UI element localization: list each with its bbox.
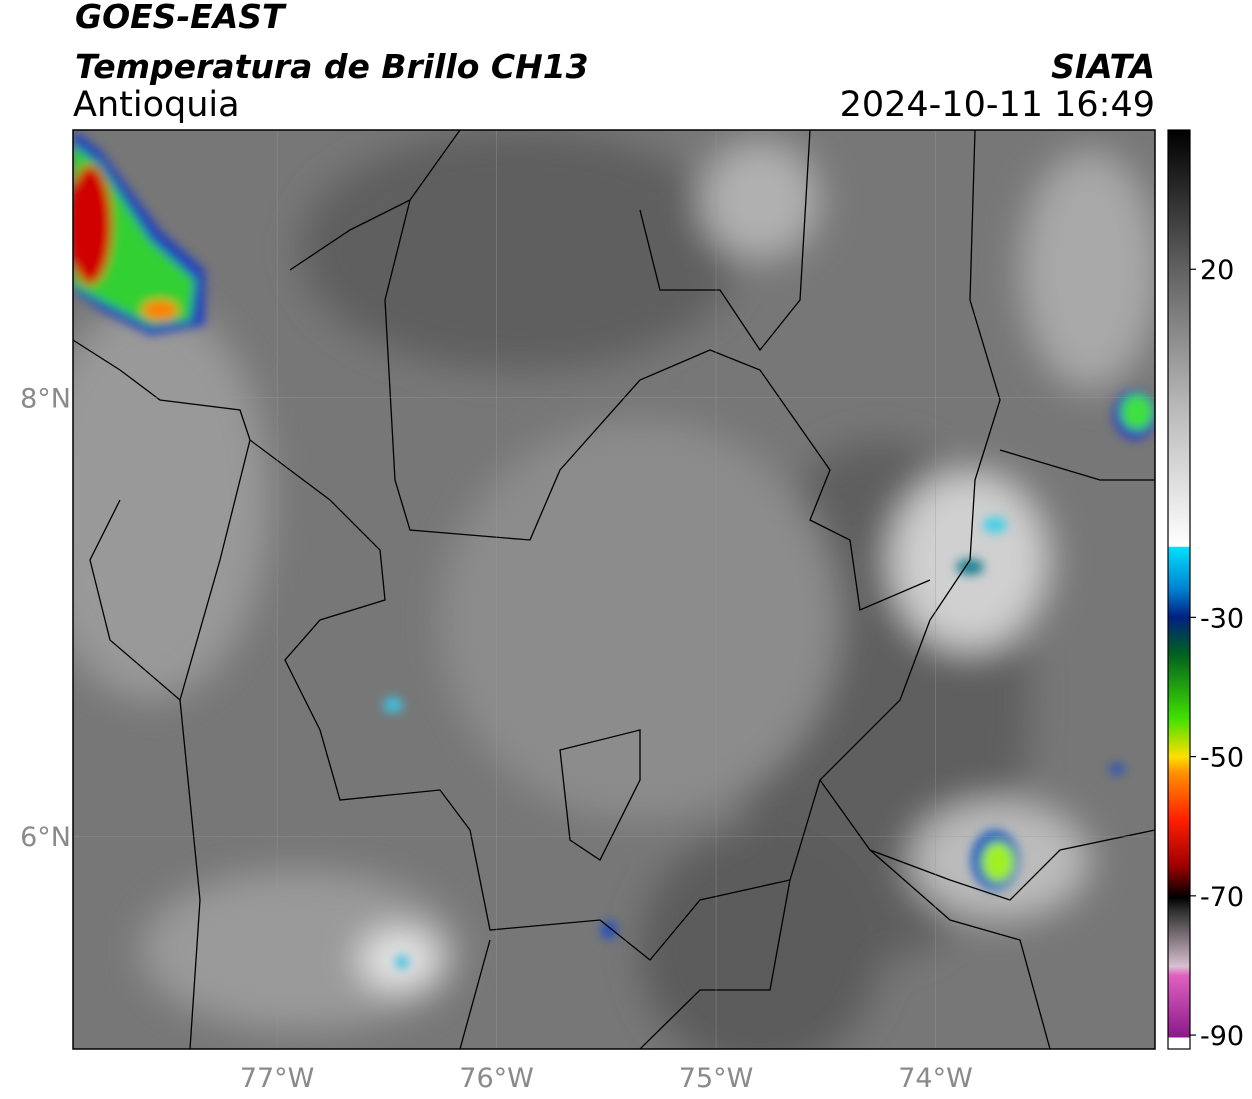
colorbar xyxy=(1167,129,1191,1050)
lon-tick-label: 74°W xyxy=(898,1063,973,1094)
colorbar-tick-label: -50 xyxy=(1200,743,1244,774)
colorbar-tick-label: 20 xyxy=(1200,255,1234,286)
datetime: 2024-10-11 16:49 xyxy=(840,85,1155,125)
map-image xyxy=(73,130,1155,1049)
lat-tick-label: 8°N xyxy=(20,384,71,415)
colorbar-tick-label: -70 xyxy=(1200,882,1244,913)
graticule xyxy=(73,130,1155,1049)
title: GOES-EAST xyxy=(75,0,287,36)
lon-tick-label: 77°W xyxy=(240,1063,315,1094)
boundaries xyxy=(73,130,1155,1049)
lat-tick-label: 6°N xyxy=(20,822,71,853)
source: SIATA xyxy=(1051,47,1155,86)
region: Antioquia xyxy=(73,85,240,125)
colorbar-tick-label: -90 xyxy=(1200,1021,1244,1052)
map-frame xyxy=(72,129,1156,1050)
lon-tick-label: 76°W xyxy=(459,1063,534,1094)
subtitle: Temperatura de Brillo CH13 xyxy=(75,47,589,86)
cloud-field xyxy=(73,130,1155,1049)
lon-tick-label: 75°W xyxy=(679,1063,754,1094)
convective-cells xyxy=(73,130,1155,969)
colorbar-tick-label: -30 xyxy=(1200,603,1244,634)
